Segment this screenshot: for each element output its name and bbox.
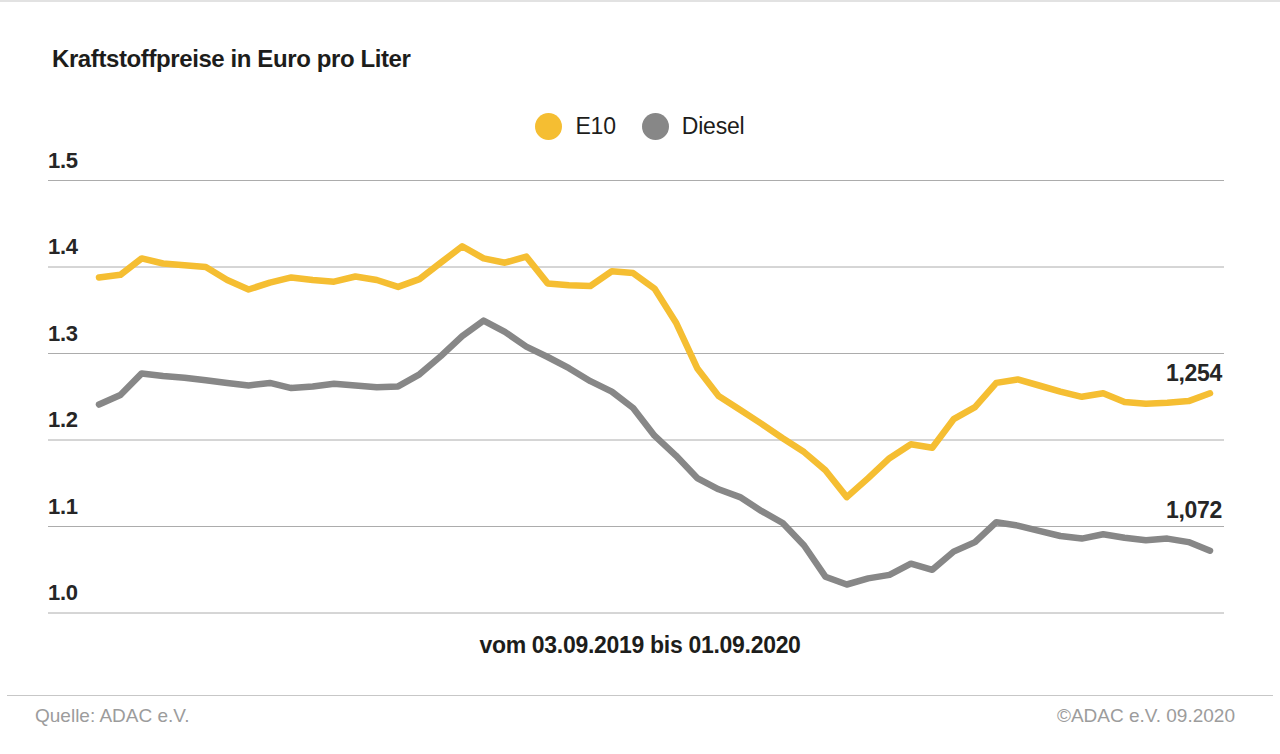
copyright-label: ©ADAC e.V. 09.2020 [1057,705,1235,727]
diesel-end-value-label: 1,072 [1166,497,1222,524]
source-label: Quelle: ADAC e.V. [35,705,190,727]
x-range-label: vom 03.09.2019 bis 01.09.2020 [0,632,1280,659]
footer-divider [7,695,1273,696]
infographic: Kraftstoffpreise in Euro pro Liter E10 D… [0,0,1280,754]
e10-end-value-label: 1,254 [1166,360,1222,387]
